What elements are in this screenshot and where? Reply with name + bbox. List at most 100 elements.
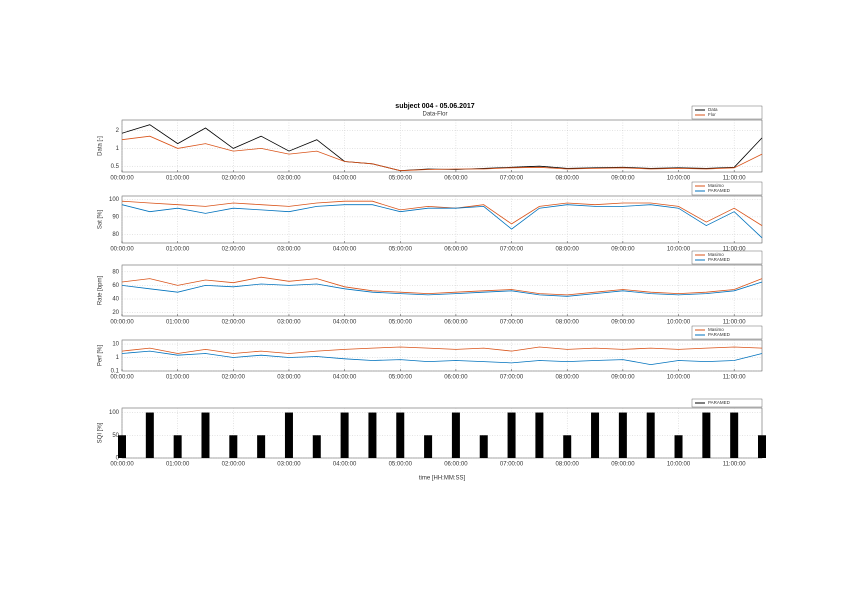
y-tick-label: 1 — [116, 355, 120, 361]
bar — [507, 412, 516, 458]
x-tick-label: 11:00:00 — [723, 320, 747, 326]
y-tick-label: 60 — [112, 283, 119, 289]
x-tick-label: 06:00:00 — [444, 462, 468, 468]
x-tick-label: 05:00:00 — [389, 462, 413, 468]
x-tick-label: 10:00:00 — [667, 375, 691, 381]
x-tick-label: 04:00:00 — [333, 375, 357, 381]
y-tick-label: 90 — [112, 214, 119, 220]
x-tick-label: 06:00:00 — [444, 176, 468, 182]
bar — [591, 412, 600, 458]
y-axis-label: Data [-] — [98, 136, 104, 156]
x-tick-label: 10:00:00 — [667, 176, 691, 182]
series-line — [121, 204, 763, 239]
y-tick-label: 50 — [112, 433, 119, 439]
x-tick-label: 11:00:00 — [723, 247, 747, 253]
bar — [118, 435, 126, 458]
x-tick-label: 02:00:00 — [222, 320, 246, 326]
x-tick-label: 01:00:00 — [166, 247, 190, 253]
y-tick-label: 100 — [109, 197, 120, 203]
bar — [145, 412, 154, 458]
x-tick-label: 07:00:00 — [500, 462, 524, 468]
x-tick-label: 08:00:00 — [556, 247, 580, 253]
y-tick-label: 2 — [116, 128, 120, 134]
x-tick-label: 04:00:00 — [333, 462, 357, 468]
figure-title: subject 004 - 05.06.2017 — [395, 103, 474, 110]
x-tick-label: 10:00:00 — [667, 320, 691, 326]
y-tick-label: 0.5 — [111, 164, 120, 170]
figure-subtitle: Data-Flor — [422, 112, 447, 118]
x-tick-label: 07:00:00 — [500, 247, 524, 253]
legend-label: Masimo — [708, 327, 724, 332]
bar — [257, 435, 266, 458]
x-tick-label: 04:00:00 — [333, 176, 357, 182]
legend-label: PARAMED — [708, 332, 731, 337]
legend-label: PARAMED — [708, 400, 731, 405]
bar — [368, 412, 377, 458]
x-tick-label: 07:00:00 — [500, 375, 524, 381]
bar — [618, 412, 627, 458]
bar — [730, 412, 739, 458]
x-axis-label: time [HH:MM:SS] — [419, 476, 466, 482]
x-tick-label: 11:00:00 — [723, 462, 747, 468]
x-tick-label: 01:00:00 — [166, 320, 190, 326]
x-tick-label: 09:00:00 — [611, 247, 635, 253]
bar — [173, 435, 182, 458]
x-tick-label: 02:00:00 — [222, 462, 246, 468]
x-tick-label: 07:00:00 — [500, 176, 524, 182]
bar — [284, 412, 293, 458]
y-tick-label: 20 — [112, 310, 119, 316]
series-line — [121, 276, 763, 296]
series-line — [121, 200, 763, 226]
x-tick-label: 00:00:00 — [110, 176, 134, 182]
legend-label: Masimo — [708, 183, 724, 188]
x-tick-label: 08:00:00 — [556, 320, 580, 326]
x-tick-label: 00:00:00 — [110, 375, 134, 381]
legend-label: PARAMED — [708, 188, 731, 193]
x-tick-label: 09:00:00 — [611, 176, 635, 182]
x-tick-label: 02:00:00 — [222, 375, 246, 381]
y-tick-label: 1 — [116, 146, 120, 152]
bar — [312, 435, 321, 458]
y-axis-label: Rate [bpm] — [98, 276, 104, 306]
axes-box — [121, 407, 763, 459]
x-tick-label: 06:00:00 — [444, 375, 468, 381]
x-tick-label: 04:00:00 — [333, 320, 357, 326]
x-tick-label: 08:00:00 — [556, 176, 580, 182]
series-line — [121, 281, 763, 297]
bar — [340, 412, 349, 458]
bar — [535, 412, 544, 458]
x-tick-label: 00:00:00 — [110, 247, 134, 253]
x-tick-label: 01:00:00 — [166, 176, 190, 182]
x-tick-label: 11:00:00 — [723, 176, 747, 182]
bar — [424, 435, 433, 458]
x-tick-label: 03:00:00 — [277, 320, 301, 326]
x-tick-label: 05:00:00 — [389, 176, 413, 182]
x-tick-label: 08:00:00 — [556, 462, 580, 468]
legend-box — [691, 398, 763, 408]
legend-box — [691, 181, 763, 196]
x-tick-label: 11:00:00 — [723, 375, 747, 381]
y-tick-label: 100 — [109, 410, 120, 416]
bar — [758, 435, 766, 458]
legend-label: Flor — [708, 112, 716, 117]
x-tick-label: 02:00:00 — [222, 247, 246, 253]
bar — [674, 435, 683, 458]
x-tick-label: 10:00:00 — [667, 247, 691, 253]
axes-box — [121, 264, 763, 317]
axes-box — [121, 119, 763, 173]
legend-box — [691, 250, 763, 265]
y-tick-label: 0.1 — [111, 369, 120, 375]
x-tick-label: 05:00:00 — [389, 320, 413, 326]
series-line — [121, 135, 763, 172]
series-line — [121, 350, 763, 366]
x-tick-label: 03:00:00 — [277, 247, 301, 253]
x-tick-label: 03:00:00 — [277, 462, 301, 468]
x-tick-label: 09:00:00 — [611, 462, 635, 468]
x-tick-label: 03:00:00 — [277, 176, 301, 182]
x-tick-label: 09:00:00 — [611, 375, 635, 381]
x-tick-label: 06:00:00 — [444, 247, 468, 253]
y-tick-label: 0 — [116, 456, 120, 462]
x-tick-label: 06:00:00 — [444, 320, 468, 326]
y-tick-label: 10 — [112, 342, 119, 348]
